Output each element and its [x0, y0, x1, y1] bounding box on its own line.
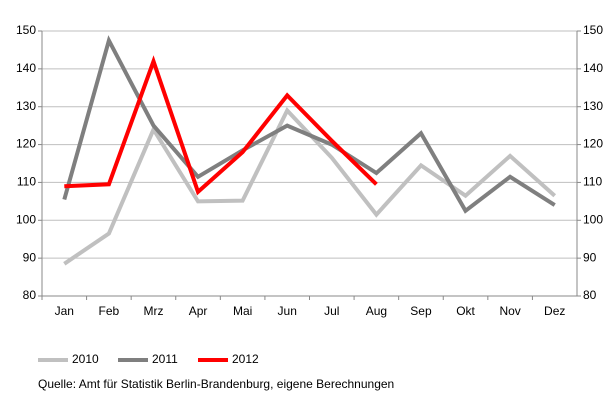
- y2-tick-label: 140: [583, 61, 603, 75]
- x-tick-label: Sep: [410, 304, 432, 318]
- x-tick-label: Jul: [324, 304, 339, 318]
- y2-tick-label: 110: [583, 175, 602, 189]
- series-line: [64, 55, 378, 196]
- x-tick-label: Dez: [544, 304, 565, 318]
- source-note: Quelle: Amt für Statistik Berlin-Branden…: [38, 377, 394, 391]
- x-tick-label: Mrz: [143, 304, 163, 318]
- y2-tick-label: 120: [583, 137, 603, 151]
- y2-tick-label: 150: [583, 23, 603, 37]
- x-tick-label: Okt: [456, 304, 475, 318]
- y-tick-label: 100: [16, 212, 36, 226]
- y-tick-label: 120: [16, 137, 36, 151]
- x-tick-label: Aug: [366, 304, 387, 318]
- x-tick-label: Jun: [278, 304, 297, 318]
- x-tick-label: Jan: [55, 304, 74, 318]
- series-line: [62, 35, 556, 214]
- y-tick-label: 140: [16, 61, 36, 75]
- y2-tick-label: 100: [583, 212, 603, 226]
- y2-tick-label: 90: [583, 250, 597, 264]
- legend-label: 2012: [232, 352, 259, 366]
- y2-tick-label: 130: [583, 99, 603, 113]
- x-tick-label: Nov: [499, 304, 520, 318]
- y-tick-label: 90: [23, 250, 37, 264]
- legend-label: 2010: [72, 352, 99, 366]
- y-tick-label: 80: [23, 288, 37, 302]
- x-tick-label: Apr: [189, 304, 208, 318]
- y2-tick-label: 80: [583, 288, 597, 302]
- x-tick-label: Mai: [233, 304, 252, 318]
- y-tick-label: 110: [17, 175, 36, 189]
- y-tick-label: 130: [16, 99, 36, 113]
- x-tick-label: Feb: [99, 304, 120, 318]
- y-tick-label: 150: [16, 23, 36, 37]
- legend-label: 2011: [152, 352, 178, 366]
